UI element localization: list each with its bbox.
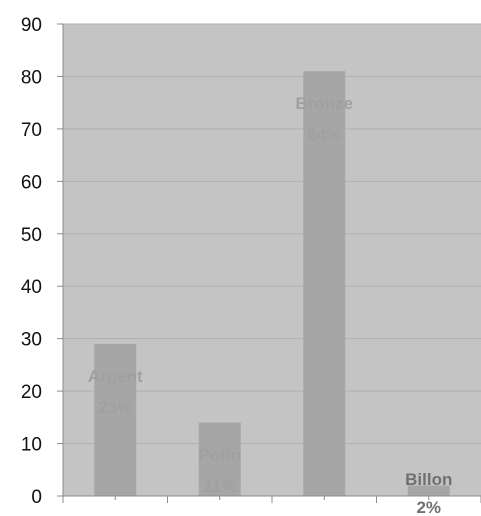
y-tick-label-70: 70 xyxy=(21,120,42,141)
bar-argent xyxy=(94,343,137,496)
bars-group xyxy=(94,71,450,496)
y-tick-label-60: 60 xyxy=(21,172,42,193)
y-tick-label-10: 10 xyxy=(21,435,42,456)
y-tick-label-90: 90 xyxy=(21,15,42,36)
data-label-name-bronze: Bronze xyxy=(295,94,353,113)
data-label-pct-bronze: 64% xyxy=(307,125,341,144)
y-tick-label-0: 0 xyxy=(31,487,42,508)
data-label-pct-argent: 23% xyxy=(98,398,132,417)
data-labels: Argent 23% Potin 11% Bronze 64% Billon 2% xyxy=(88,94,453,516)
data-label-name-billon: Billon xyxy=(405,470,452,489)
y-tick-label-20: 20 xyxy=(21,382,42,403)
bar-potin xyxy=(198,422,241,496)
y-tick-label-40: 40 xyxy=(21,277,42,298)
y-tick-label-80: 80 xyxy=(21,67,42,88)
bar-bronze xyxy=(303,71,346,496)
y-tick-label-30: 30 xyxy=(21,330,42,351)
axes-group xyxy=(57,23,481,503)
data-label-name-potin: Potin xyxy=(199,446,242,465)
data-label-name-argent: Argent xyxy=(88,367,143,386)
y-tick-labels: 0 10 20 30 40 50 60 70 80 90 xyxy=(21,15,42,508)
data-label-pct-billon: 2% xyxy=(416,498,441,516)
y-tick-label-50: 50 xyxy=(21,225,42,246)
data-label-pct-potin: 11% xyxy=(203,477,236,496)
bar-billon xyxy=(407,485,450,496)
